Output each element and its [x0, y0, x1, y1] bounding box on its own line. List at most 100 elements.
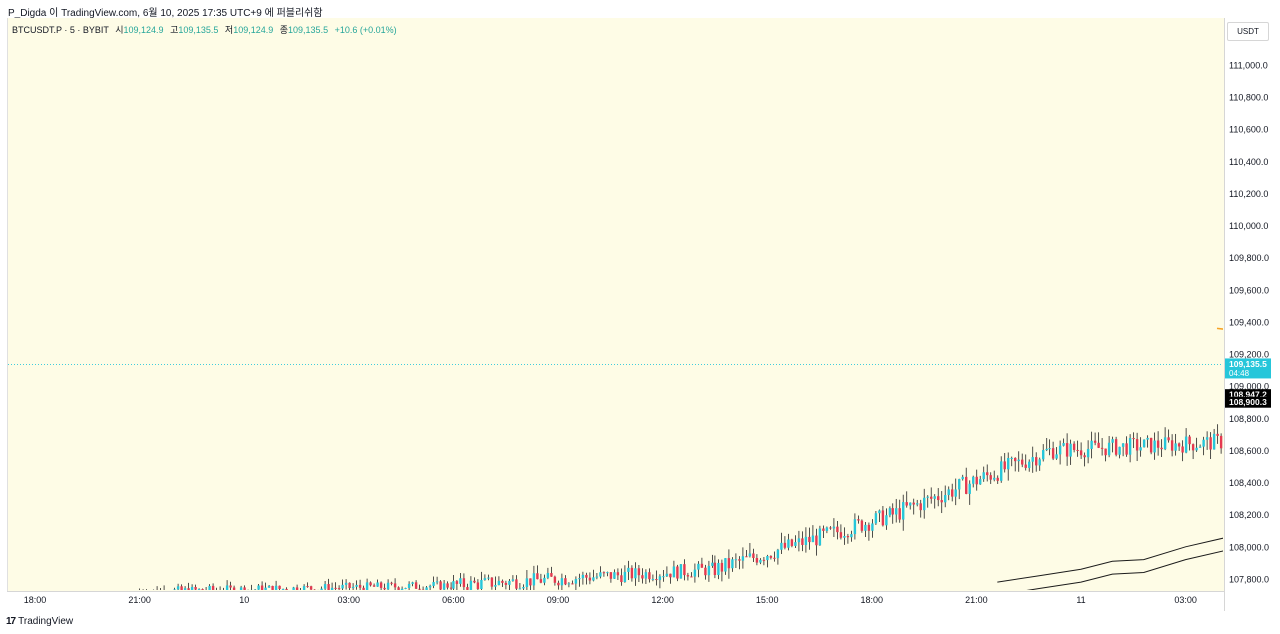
- candle-body: [362, 587, 365, 590]
- candle-body: [295, 587, 299, 590]
- candle-body: [180, 586, 183, 590]
- candle-body: [365, 582, 369, 590]
- candle-body: [762, 559, 766, 561]
- candle-body: [222, 592, 224, 593]
- candle-body: [867, 524, 871, 531]
- candle-body: [1174, 443, 1177, 451]
- candle-body: [776, 549, 780, 559]
- candle-body: [211, 585, 215, 590]
- price-tag-value: 108,900.3: [1229, 397, 1267, 407]
- y-tick-label: 110,600.0: [1229, 125, 1268, 135]
- candle-body: [1258, 434, 1260, 440]
- open-label: 시: [115, 25, 124, 35]
- candle-body: [944, 495, 947, 503]
- candle-body: [281, 588, 285, 590]
- x-tick-label: 11: [1076, 595, 1085, 605]
- candle-body: [919, 503, 922, 511]
- candle-body: [707, 565, 711, 576]
- candle-body: [1142, 439, 1146, 448]
- candle-body: [627, 567, 630, 572]
- price-axis[interactable]: [1224, 18, 1273, 611]
- candle-body: [864, 524, 867, 531]
- candle-body: [320, 588, 323, 590]
- y-tick-label: 108,400.0: [1229, 478, 1269, 488]
- candle-body: [933, 496, 936, 499]
- candle-body: [278, 585, 281, 589]
- candle-body: [215, 590, 217, 591]
- candle-body: [358, 584, 362, 588]
- candle-body: [455, 581, 459, 584]
- candle-body: [309, 586, 313, 590]
- candle-body: [620, 575, 623, 583]
- candle-body: [501, 580, 504, 583]
- candle-body: [720, 562, 724, 572]
- candle-body: [658, 576, 662, 581]
- candle-body: [1156, 440, 1160, 448]
- candle-body: [1160, 447, 1163, 450]
- candle-body: [1062, 443, 1065, 446]
- candle-body: [536, 573, 539, 580]
- candle-body: [1272, 439, 1274, 448]
- candle-body: [599, 572, 602, 577]
- y-tick-label: 110,200.0: [1229, 189, 1268, 199]
- candle-body: [839, 532, 843, 538]
- candle-body: [1234, 436, 1236, 438]
- candle-body: [560, 578, 564, 586]
- candle-body: [898, 508, 901, 520]
- y-tick-label: 108,200.0: [1229, 510, 1269, 520]
- candle-body: [372, 585, 376, 587]
- candle-body: [711, 562, 714, 566]
- candle-body: [1100, 447, 1104, 449]
- candle-body: [829, 527, 832, 529]
- y-tick-label: 110,000.0: [1229, 221, 1268, 231]
- candle-body: [539, 579, 543, 583]
- candle-body: [1007, 457, 1010, 470]
- candle-body: [804, 536, 808, 545]
- candle-body: [986, 472, 989, 476]
- candle-body: [138, 592, 140, 593]
- candle-body: [748, 553, 752, 557]
- candle-body: [1149, 437, 1153, 453]
- candle-body: [1205, 437, 1209, 440]
- candle-body: [1146, 437, 1149, 440]
- candle-body: [1276, 439, 1278, 446]
- candle-body: [292, 587, 295, 590]
- x-tick-label: 15:00: [756, 595, 779, 605]
- candle-body: [317, 590, 319, 592]
- candle-body: [1262, 434, 1264, 438]
- candle-body: [219, 591, 221, 593]
- candle-body: [676, 566, 679, 579]
- candle-body: [700, 563, 704, 568]
- publish-attribution: P_Digda 이 TradingView.com, 6월 10, 2025 1…: [8, 8, 323, 19]
- chart-pane[interactable]: [7, 18, 1225, 611]
- x-tick-label: 06:00: [442, 595, 465, 605]
- candle-body: [585, 574, 588, 578]
- y-tick-label: 107,800.0: [1229, 574, 1269, 584]
- candle-body: [669, 573, 672, 578]
- candle-body: [414, 582, 418, 589]
- time-axis[interactable]: [7, 591, 1224, 612]
- candle-body: [951, 489, 954, 497]
- candle-body: [173, 589, 176, 590]
- currency-button[interactable]: USDT: [1227, 22, 1269, 41]
- candle-body: [187, 588, 190, 590]
- candle-body: [386, 582, 390, 590]
- candle-body: [843, 535, 846, 538]
- candle-body: [713, 562, 717, 576]
- candle-body: [439, 581, 442, 590]
- candle-body: [989, 475, 992, 480]
- candle-body: [504, 582, 508, 585]
- candle-body: [487, 577, 490, 579]
- high-label: 고: [170, 25, 179, 35]
- candle-body: [874, 513, 878, 524]
- candle-body: [446, 583, 449, 588]
- candle-body: [926, 496, 929, 498]
- candle-body: [651, 579, 655, 581]
- candle-body: [267, 585, 271, 588]
- candle-body: [1118, 446, 1121, 455]
- candle-body: [822, 528, 825, 531]
- footer-brand: TradingView: [18, 616, 74, 627]
- candle-body: [525, 578, 529, 587]
- candle-body: [665, 573, 669, 577]
